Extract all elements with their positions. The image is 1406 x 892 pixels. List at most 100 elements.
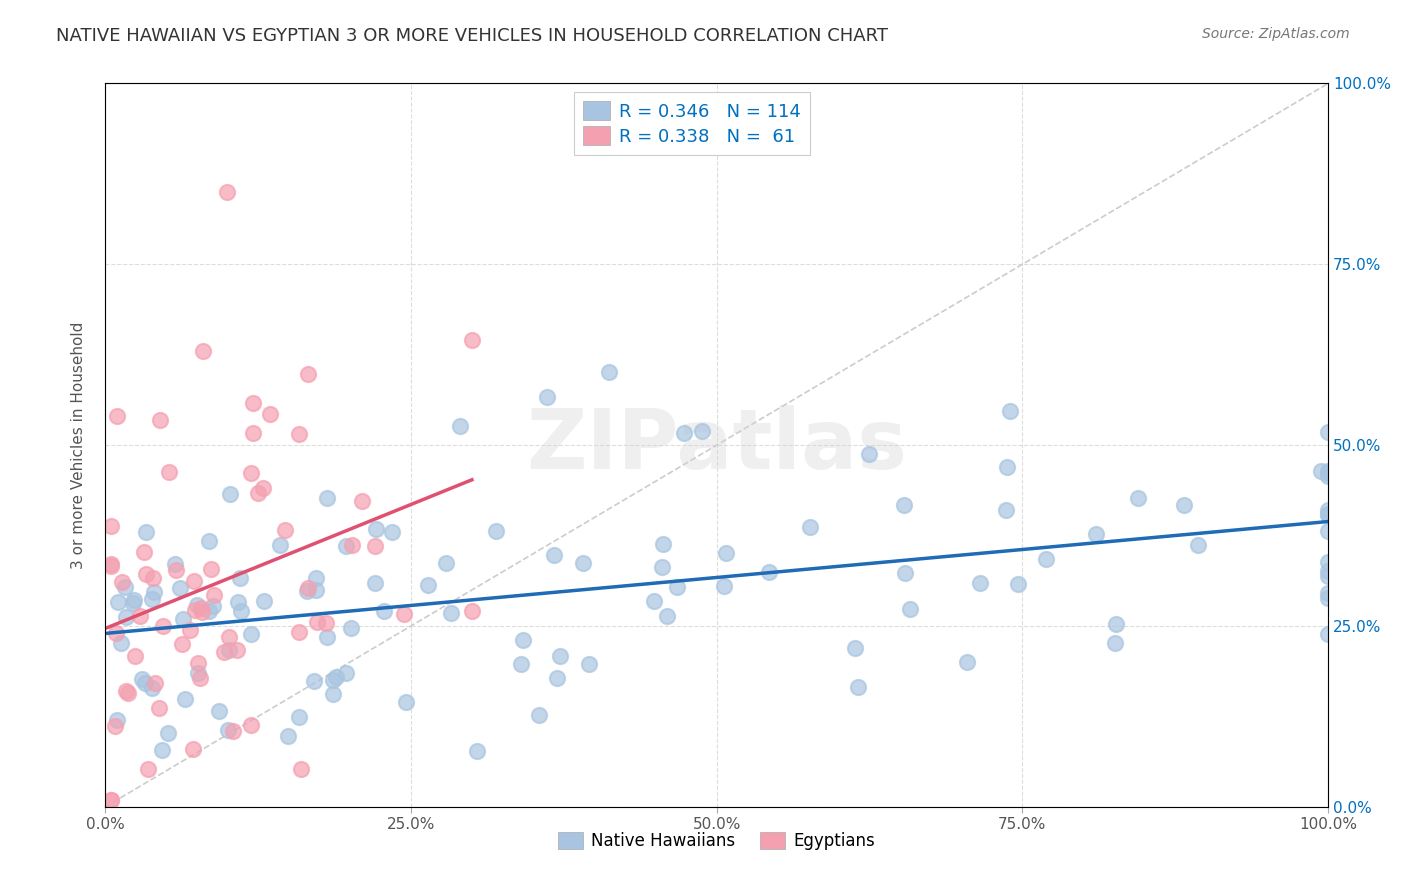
Point xyxy=(217,185,239,199)
Point xyxy=(141,681,163,695)
Point xyxy=(200,561,222,575)
Point xyxy=(302,674,325,689)
Point xyxy=(277,729,299,743)
Point xyxy=(163,557,186,571)
Point xyxy=(117,686,139,700)
Point xyxy=(274,524,297,538)
Point xyxy=(157,465,180,479)
Point xyxy=(287,710,309,724)
Point xyxy=(714,546,737,560)
Point xyxy=(1128,491,1150,505)
Point xyxy=(170,637,193,651)
Point xyxy=(350,493,373,508)
Point xyxy=(893,498,915,512)
Point xyxy=(188,671,211,685)
Point xyxy=(1187,538,1209,552)
Point xyxy=(643,594,665,608)
Point xyxy=(713,579,735,593)
Point xyxy=(107,594,129,608)
Point xyxy=(366,523,388,537)
Point xyxy=(100,557,122,571)
Point xyxy=(165,563,187,577)
Legend: R = 0.346   N = 114, R = 0.338   N =  61: R = 0.346 N = 114, R = 0.338 N = 61 xyxy=(574,93,810,154)
Point xyxy=(381,525,404,540)
Point xyxy=(242,396,264,410)
Y-axis label: 3 or more Vehicles in Household: 3 or more Vehicles in Household xyxy=(72,321,86,569)
Point xyxy=(364,575,387,590)
Point xyxy=(288,427,311,442)
Point xyxy=(651,560,673,574)
Point xyxy=(148,700,170,714)
Point xyxy=(239,466,262,480)
Point xyxy=(858,447,880,461)
Point xyxy=(172,612,194,626)
Point xyxy=(335,539,357,553)
Point xyxy=(1317,555,1340,569)
Point xyxy=(297,581,319,595)
Text: ZIPatlas: ZIPatlas xyxy=(526,405,907,486)
Point xyxy=(461,333,484,347)
Point xyxy=(135,567,157,582)
Point xyxy=(240,718,263,732)
Point xyxy=(169,581,191,595)
Point xyxy=(1310,464,1333,478)
Point xyxy=(1317,585,1340,599)
Point xyxy=(129,609,152,624)
Point xyxy=(666,580,689,594)
Point xyxy=(529,707,551,722)
Point xyxy=(122,593,145,607)
Point xyxy=(315,630,337,644)
Point xyxy=(187,666,209,681)
Point xyxy=(578,657,600,671)
Point xyxy=(247,486,270,500)
Point xyxy=(197,604,219,618)
Point xyxy=(373,605,395,619)
Point xyxy=(105,409,128,423)
Point xyxy=(969,575,991,590)
Point xyxy=(304,571,326,585)
Point xyxy=(335,666,357,681)
Point xyxy=(322,687,344,701)
Point xyxy=(898,602,921,616)
Point xyxy=(226,643,249,657)
Point xyxy=(253,593,276,607)
Point xyxy=(105,713,128,727)
Point xyxy=(219,486,242,500)
Point xyxy=(449,418,471,433)
Point xyxy=(288,625,311,640)
Point xyxy=(201,599,224,613)
Point xyxy=(340,539,363,553)
Point xyxy=(572,556,595,570)
Point xyxy=(297,368,319,382)
Point xyxy=(145,675,167,690)
Point xyxy=(995,460,1018,475)
Point xyxy=(339,621,361,635)
Point xyxy=(434,556,457,570)
Point xyxy=(655,608,678,623)
Point xyxy=(115,609,138,624)
Point xyxy=(461,604,484,618)
Point xyxy=(536,391,558,405)
Point xyxy=(214,645,236,659)
Point xyxy=(322,673,344,687)
Point xyxy=(799,520,821,534)
Point xyxy=(184,602,207,616)
Point xyxy=(598,366,620,380)
Point xyxy=(186,599,208,613)
Point xyxy=(231,604,253,618)
Text: Source: ZipAtlas.com: Source: ZipAtlas.com xyxy=(1202,27,1350,41)
Point xyxy=(652,537,675,551)
Point xyxy=(131,673,153,687)
Point xyxy=(143,585,166,599)
Point xyxy=(1317,508,1340,522)
Point xyxy=(114,683,136,698)
Point xyxy=(894,566,917,581)
Point xyxy=(364,539,387,553)
Point xyxy=(242,426,264,441)
Point xyxy=(512,633,534,648)
Point xyxy=(416,578,439,592)
Point xyxy=(1317,627,1340,641)
Point xyxy=(1173,498,1195,512)
Point xyxy=(228,594,250,608)
Point xyxy=(1085,527,1108,541)
